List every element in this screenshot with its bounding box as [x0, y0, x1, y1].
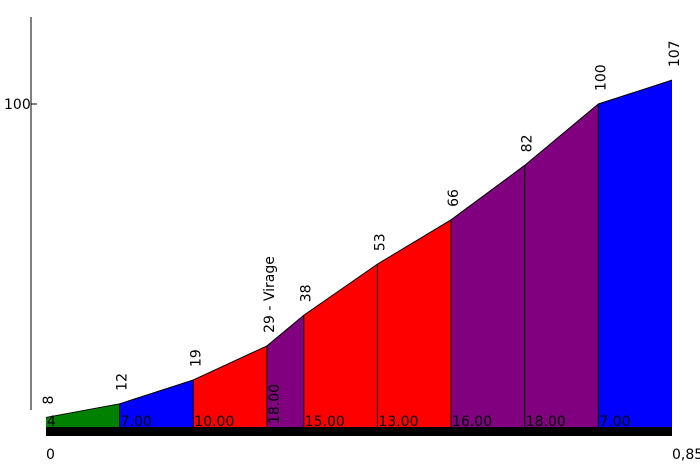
x-tick-label-start: 0 — [46, 447, 55, 463]
segment-label: 18.00 — [267, 384, 283, 424]
x-tick-label-end: 0,85 — [672, 447, 700, 463]
profile-segment — [46, 403, 120, 427]
profile-segment — [598, 80, 672, 427]
point-label: 8 — [41, 396, 57, 405]
point-label: 100 — [593, 64, 609, 91]
profile-segment — [266, 315, 304, 427]
segment-label: 18.00 — [526, 414, 566, 430]
segment-label: 7.00 — [599, 414, 630, 430]
profile-segment — [193, 345, 267, 427]
baseline-bar — [46, 427, 672, 436]
point-label: 12 — [115, 373, 131, 391]
profile-segment — [451, 165, 525, 428]
y-tick-label-100: 100 — [4, 97, 31, 113]
segment-label: 13.00 — [378, 414, 418, 430]
segment-label: 4 — [47, 414, 56, 430]
profile-segment — [524, 104, 599, 427]
point-label: 53 — [372, 233, 388, 251]
point-label: 82 — [520, 134, 536, 152]
segment-label: 16.00 — [452, 414, 492, 430]
point-label: 29 - Virage — [262, 256, 278, 333]
point-label: 107 — [667, 40, 683, 67]
profile-segment — [303, 264, 378, 427]
profile-outline — [45, 79, 673, 418]
segment-label: 10.00 — [194, 414, 234, 430]
profile-segment — [377, 219, 452, 427]
point-label: 38 — [299, 284, 315, 302]
segment-label: 7.00 — [121, 414, 152, 430]
profile-segment — [119, 379, 194, 427]
point-label: 19 — [188, 349, 204, 367]
point-label: 66 — [446, 189, 462, 207]
segment-label: 15.00 — [305, 414, 345, 430]
